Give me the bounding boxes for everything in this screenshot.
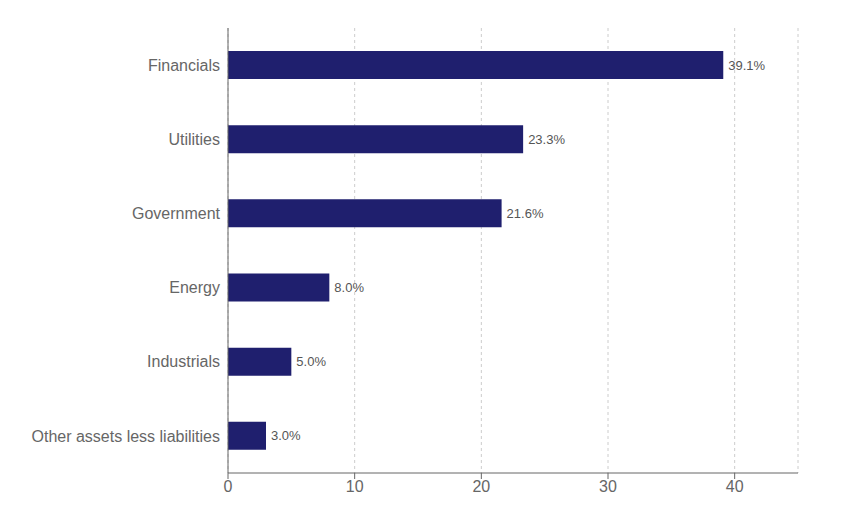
- svg-text:Energy: Energy: [169, 279, 220, 296]
- svg-text:23.3%: 23.3%: [528, 132, 565, 147]
- svg-text:8.0%: 8.0%: [334, 280, 364, 295]
- svg-text:10: 10: [346, 478, 364, 495]
- svg-text:Utilities: Utilities: [168, 131, 220, 148]
- svg-text:Government: Government: [132, 205, 221, 222]
- svg-text:30: 30: [599, 478, 617, 495]
- svg-text:39.1%: 39.1%: [728, 58, 765, 73]
- svg-text:20: 20: [472, 478, 490, 495]
- svg-text:Financials: Financials: [148, 57, 220, 74]
- svg-text:21.6%: 21.6%: [507, 206, 544, 221]
- svg-text:40: 40: [726, 478, 744, 495]
- svg-text:Other assets less liabilities: Other assets less liabilities: [31, 428, 220, 445]
- svg-text:5.0%: 5.0%: [296, 354, 326, 369]
- svg-text:Industrials: Industrials: [147, 353, 220, 370]
- svg-text:3.0%: 3.0%: [271, 428, 301, 443]
- svg-text:0: 0: [224, 478, 233, 495]
